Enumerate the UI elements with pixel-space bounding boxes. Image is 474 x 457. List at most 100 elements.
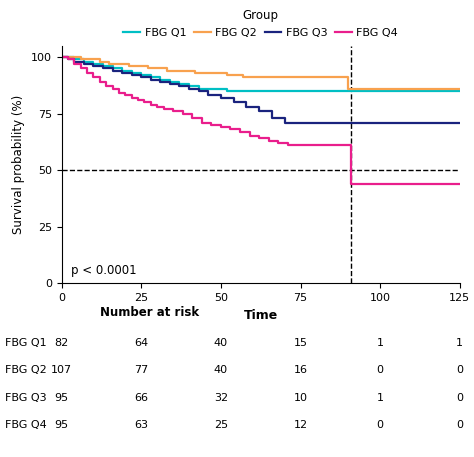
FBG Q1 xyxy=(148,74,154,80)
FBG Q3 xyxy=(457,120,463,125)
FBG Q2 xyxy=(202,70,208,75)
FBG Q2 xyxy=(346,86,351,91)
FBG Q4 xyxy=(84,70,90,75)
FBG Q2 xyxy=(97,59,103,64)
FBG Q2 xyxy=(155,66,160,71)
Text: 95: 95 xyxy=(55,420,69,430)
FBG Q4 xyxy=(199,120,205,125)
FBG Q1 xyxy=(91,61,96,67)
Text: 0: 0 xyxy=(377,365,383,375)
Text: 40: 40 xyxy=(214,338,228,348)
FBG Q4 xyxy=(135,97,141,103)
FBG Q3 xyxy=(81,61,87,67)
FBG Q3 xyxy=(72,59,77,64)
Text: p < 0.0001: p < 0.0001 xyxy=(71,264,137,276)
Text: 107: 107 xyxy=(51,365,72,375)
Text: 25: 25 xyxy=(214,420,228,430)
FBG Q1 xyxy=(196,86,201,91)
FBG Q2 xyxy=(183,68,189,73)
FBG Q4 xyxy=(148,102,154,107)
FBG Q2 xyxy=(224,72,230,78)
FBG Q4 xyxy=(323,143,329,148)
Text: 15: 15 xyxy=(293,338,308,348)
Text: 1: 1 xyxy=(456,338,463,348)
FBG Q4 xyxy=(180,111,185,117)
FBG Q1 xyxy=(244,88,249,94)
Text: FBG Q3: FBG Q3 xyxy=(5,393,46,403)
FBG Q1 xyxy=(119,68,125,73)
FBG Q2 xyxy=(59,54,64,60)
FBG Q3 xyxy=(138,74,144,80)
FBG Q3 xyxy=(119,70,125,75)
FBG Q3 xyxy=(282,120,287,125)
FBG Q3 xyxy=(269,115,275,121)
FBG Q4 xyxy=(110,86,116,91)
Text: FBG Q1: FBG Q1 xyxy=(5,338,46,348)
FBG Q2 xyxy=(457,86,463,91)
X-axis label: Time: Time xyxy=(244,308,278,322)
FBG Q3 xyxy=(65,57,71,62)
FBG Q4 xyxy=(161,106,166,112)
Text: 63: 63 xyxy=(134,420,148,430)
FBG Q2 xyxy=(240,74,246,80)
Text: 40: 40 xyxy=(214,365,228,375)
FBG Q3 xyxy=(186,86,192,91)
Text: 32: 32 xyxy=(214,393,228,403)
FBG Q3 xyxy=(298,120,303,125)
Line: FBG Q4: FBG Q4 xyxy=(62,57,460,184)
Text: FBG Q4: FBG Q4 xyxy=(5,420,46,430)
Legend: FBG Q1, FBG Q2, FBG Q3, FBG Q4: FBG Q1, FBG Q2, FBG Q3, FBG Q4 xyxy=(123,9,398,38)
FBG Q3 xyxy=(167,81,173,87)
FBG Q2 xyxy=(164,68,170,73)
FBG Q4 xyxy=(256,136,262,141)
FBG Q2 xyxy=(212,70,218,75)
Text: 10: 10 xyxy=(293,393,308,403)
FBG Q3 xyxy=(91,64,96,69)
FBG Q4 xyxy=(116,90,122,96)
FBG Q2 xyxy=(173,68,179,73)
Text: 0: 0 xyxy=(377,420,383,430)
Text: 16: 16 xyxy=(293,365,308,375)
FBG Q4 xyxy=(304,143,310,148)
FBG Q4 xyxy=(209,122,214,128)
FBG Q2 xyxy=(87,57,93,62)
FBG Q3 xyxy=(196,88,201,94)
Line: FBG Q1: FBG Q1 xyxy=(62,57,460,91)
FBG Q4 xyxy=(349,181,355,186)
FBG Q4 xyxy=(78,66,83,71)
FBG Q1 xyxy=(59,54,64,60)
FBG Q4 xyxy=(103,84,109,89)
FBG Q4 xyxy=(275,140,281,146)
FBG Q4 xyxy=(129,95,135,101)
Text: 0: 0 xyxy=(456,393,463,403)
Text: 0: 0 xyxy=(456,365,463,375)
FBG Q3 xyxy=(205,93,211,98)
FBG Q4 xyxy=(142,100,147,105)
Text: 0: 0 xyxy=(456,420,463,430)
FBG Q1 xyxy=(266,88,272,94)
FBG Q1 xyxy=(457,88,463,94)
FBG Q3 xyxy=(218,95,224,101)
FBG Q4 xyxy=(228,127,233,132)
Text: 95: 95 xyxy=(55,393,69,403)
Text: FBG Q2: FBG Q2 xyxy=(5,365,46,375)
FBG Q3 xyxy=(231,100,237,105)
FBG Q4 xyxy=(218,124,224,130)
FBG Q1 xyxy=(129,70,135,75)
Text: 1: 1 xyxy=(377,393,383,403)
FBG Q4 xyxy=(122,93,128,98)
FBG Q4 xyxy=(266,138,272,143)
FBG Q4 xyxy=(190,115,195,121)
FBG Q2 xyxy=(107,61,112,67)
Y-axis label: Survival probability (%): Survival probability (%) xyxy=(12,95,25,234)
FBG Q1 xyxy=(72,57,77,62)
FBG Q1 xyxy=(224,88,230,94)
Text: 1: 1 xyxy=(377,338,383,348)
FBG Q4 xyxy=(339,143,345,148)
Line: FBG Q2: FBG Q2 xyxy=(62,57,460,89)
FBG Q2 xyxy=(68,54,74,60)
Text: 12: 12 xyxy=(293,420,308,430)
FBG Q1 xyxy=(205,86,211,91)
FBG Q4 xyxy=(285,143,291,148)
FBG Q1 xyxy=(138,72,144,78)
